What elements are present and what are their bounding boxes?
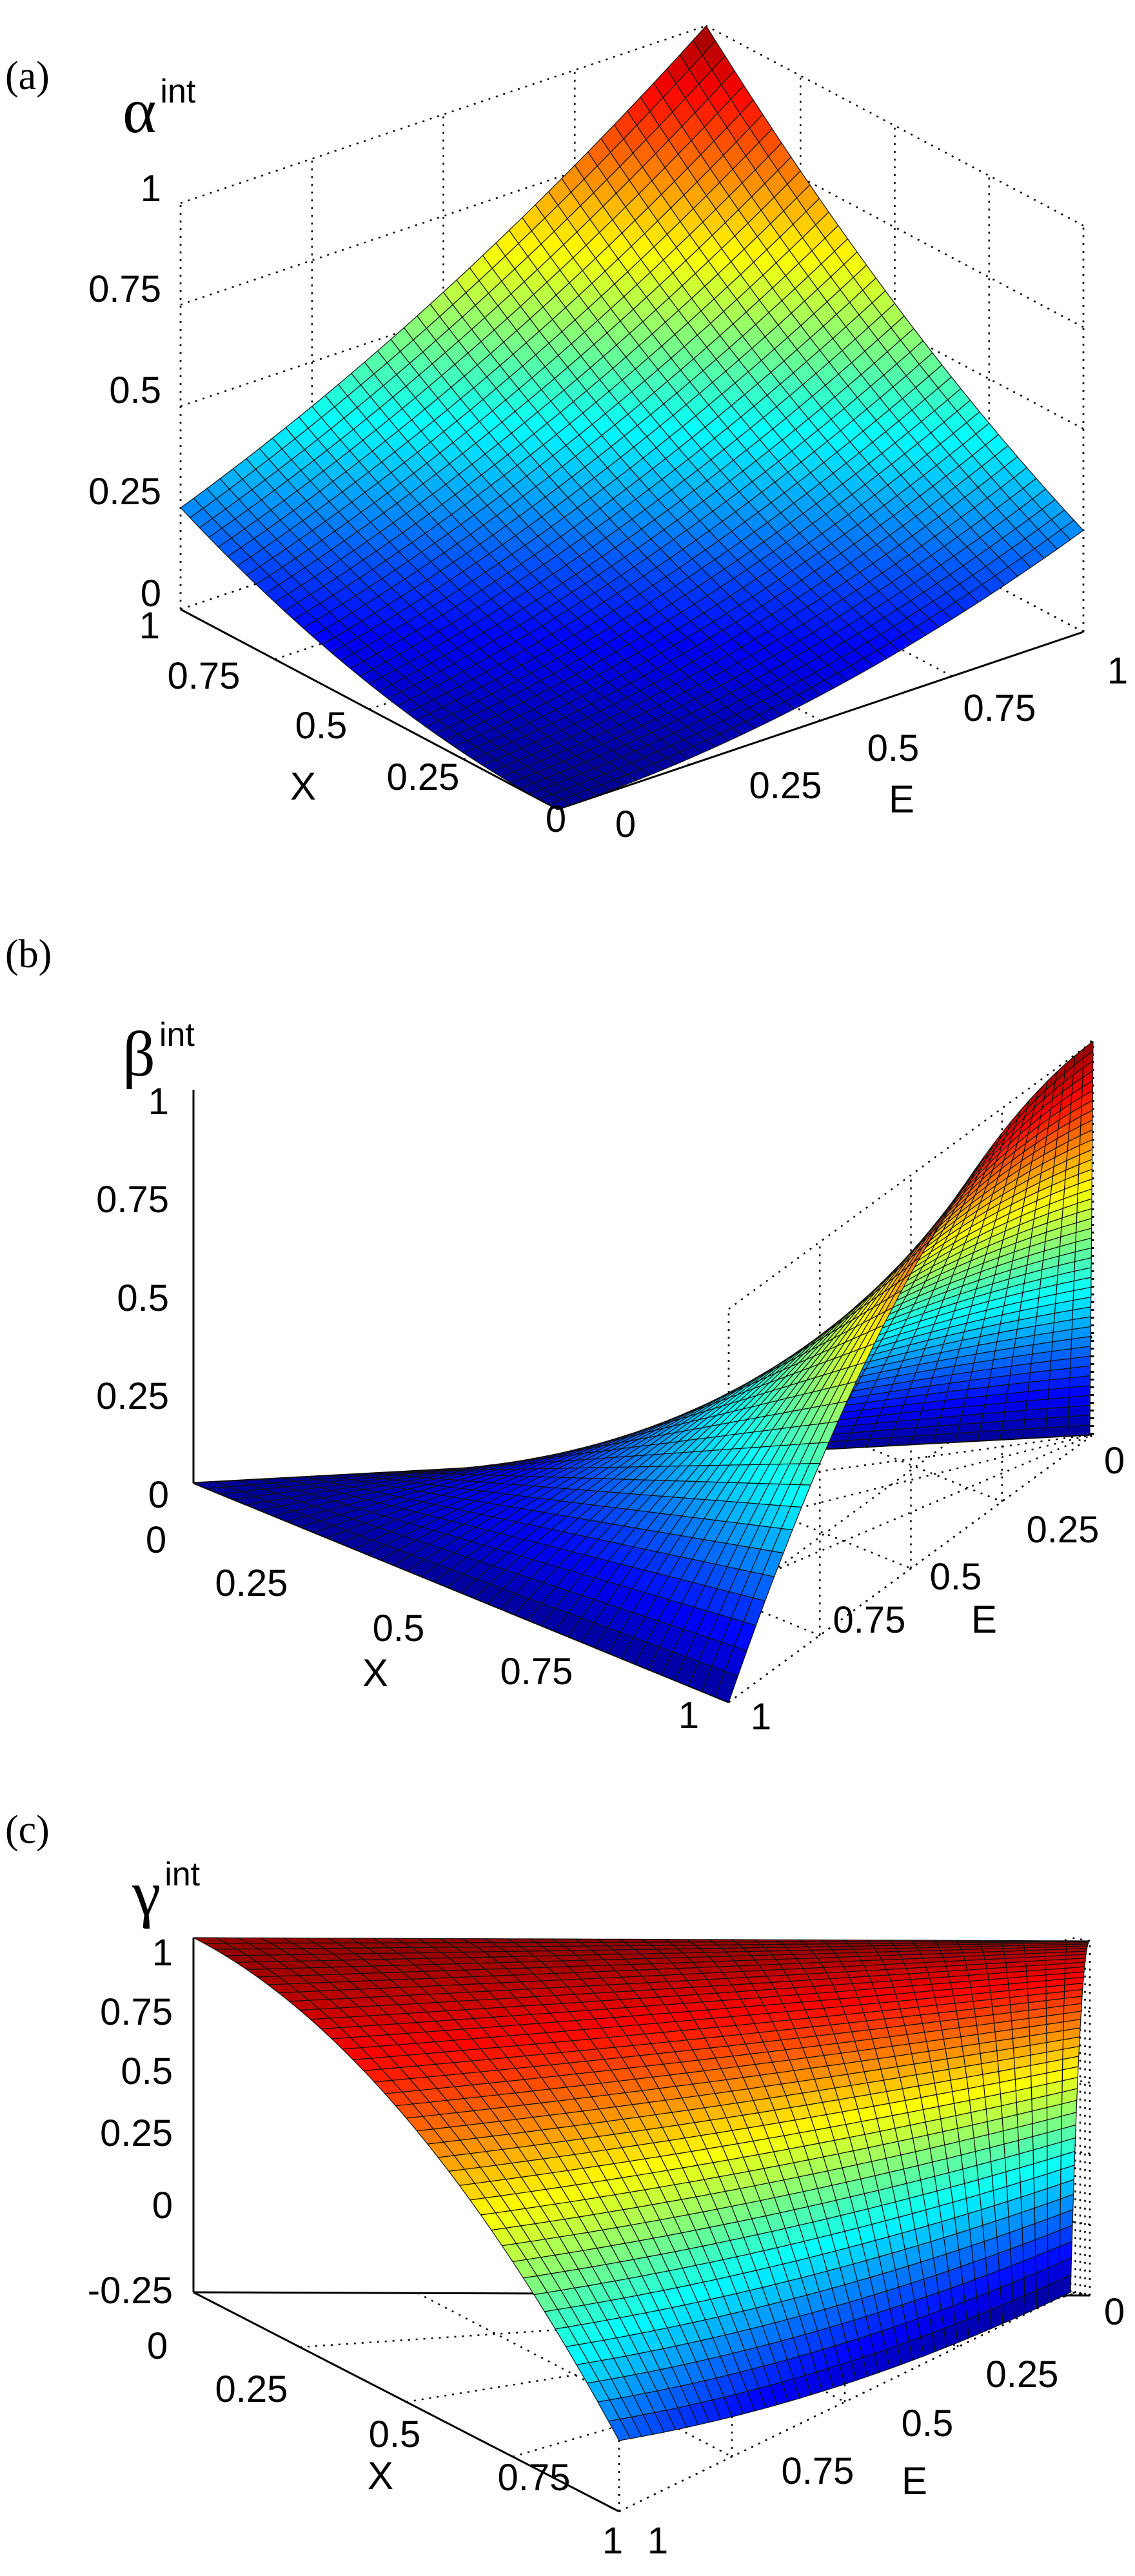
panel-c: (c) γ int -0.25 0 0.25 0.5 0.75 1 0 0.25 … — [5, 1808, 1125, 2562]
panel-a-surface — [180, 25, 1084, 810]
panel-b-z-tick: 0.5 — [117, 1277, 169, 1319]
panel-a-z-axis-superscript: int — [160, 73, 195, 110]
surface-patch — [1067, 1424, 1091, 1437]
panel-b-z-axis-label: β int — [123, 1016, 195, 1090]
gridline — [728, 1433, 1094, 1704]
panel-c-z-tick: 0 — [152, 2185, 173, 2227]
panel-b-surface — [193, 1041, 1094, 1703]
panel-a-y-axis-label: E — [889, 778, 914, 821]
panel-a: (a) α int 0 0.25 0.5 0.75 1 0 0.25 0.5 0.… — [5, 25, 1128, 845]
panel-a-x-tick: 0.75 — [168, 655, 241, 697]
panel-c-y-tick: 0 — [1104, 2291, 1125, 2333]
panel-c-y-tick: 0.5 — [902, 2403, 954, 2444]
panel-c-z-tick: 1 — [152, 1932, 173, 1974]
gridline — [706, 126, 1084, 328]
gridline — [706, 25, 1084, 227]
panel-b-x-tick: 0.5 — [373, 1608, 425, 1649]
panel-a-label: (a) — [5, 54, 50, 98]
surface-patch — [1022, 1427, 1047, 1439]
surface-patch — [1044, 1426, 1069, 1438]
panel-b-z-axis-superscript: int — [159, 1016, 195, 1054]
panel-c-z-axis-symbol: γ — [132, 1858, 161, 1929]
gridline — [706, 228, 1084, 430]
panel-a-z-tick: 1 — [141, 168, 161, 210]
panel-a-y-tick: 1 — [1107, 650, 1128, 692]
panel-a-y-tick: 0.75 — [963, 687, 1036, 729]
panel-c-x-tick: 1 — [602, 2520, 623, 2562]
gridline — [1070, 1936, 1091, 1942]
gridline — [728, 1040, 1094, 1310]
panel-a-z-tick: 0.5 — [109, 369, 161, 411]
panel-c-z-axis-label: γ int — [132, 1856, 201, 1929]
panel-b-y-tick: 0.25 — [1027, 1509, 1100, 1551]
panel-a-z-axis-symbol: α — [123, 75, 156, 146]
panel-a-z-tick: 0.75 — [88, 268, 161, 310]
panel-c-x-tick: 0 — [147, 2325, 168, 2367]
panel-c-x-axis-label: X — [368, 2454, 393, 2497]
surface-patch — [548, 799, 572, 810]
panel-c-label: (c) — [5, 1808, 50, 1852]
gridline — [728, 1335, 1094, 1605]
panel-c-y-tick: 0.25 — [986, 2354, 1059, 2395]
panel-a-z-tick: 0.25 — [88, 471, 161, 513]
panel-c-y-tick: 0.75 — [782, 2450, 854, 2492]
panel-b-z-tick: 0.25 — [96, 1375, 169, 1417]
surface-patch — [1067, 1414, 1091, 1427]
panel-c-z-tick: 0.5 — [121, 2050, 173, 2092]
gridline — [706, 431, 1084, 633]
panel-a-x-axis-label: X — [290, 765, 316, 808]
panel-a-x-tick: 0.25 — [387, 756, 460, 798]
panel-b-z-tick: 0.75 — [96, 1179, 169, 1221]
panel-b-y-tick: 1 — [751, 1696, 771, 1738]
panel-b-y-tick: 0.75 — [833, 1599, 906, 1641]
panel-b-x-axis-label: X — [362, 1651, 388, 1695]
panel-a-z-axis-label: α int — [123, 73, 196, 146]
panel-b-x-tick: 0 — [146, 1519, 166, 1561]
panel-b-z-tick: 0 — [148, 1474, 169, 1516]
panel-a-x-tick: 0.5 — [295, 705, 348, 747]
panel-c-y-axis-label: E — [902, 2459, 927, 2502]
panel-b-x-tick: 1 — [678, 1695, 699, 1736]
panel-b-label: (b) — [5, 932, 52, 976]
panel-a-y-tick: 0 — [615, 803, 636, 845]
panel-c-z-axis-superscript: int — [164, 1856, 200, 1893]
surface-patch — [954, 2319, 970, 2343]
panel-c-x-tick: 0.75 — [498, 2457, 571, 2499]
panel-a-y-tick: 0.5 — [867, 727, 920, 769]
axis-edge — [180, 608, 558, 811]
panel-c-z-tick: 0.25 — [100, 2112, 173, 2154]
gridline — [865, 1446, 1003, 1502]
panel-c-x-tick: 0.5 — [369, 2414, 421, 2455]
panel-a-y-tick: 0.25 — [749, 765, 822, 807]
panel-c-y-tick: 1 — [647, 2520, 668, 2562]
panel-a-tick-labels: 0 0.25 0.5 0.75 1 0 0.25 0.5 0.75 1 0 0.… — [88, 168, 1128, 845]
panel-b-y-tick: 0 — [1104, 1440, 1125, 1482]
panel-a-x-tick: 1 — [139, 605, 160, 647]
panel-b-y-tick: 0.5 — [930, 1556, 982, 1598]
axis-edge — [557, 631, 1084, 811]
panel-c-z-tick: 0.75 — [100, 1991, 173, 2033]
panel-b: (b) β int 0 0.25 0.5 0.75 1 0 0.25 0.5 0.… — [5, 932, 1125, 1738]
panel-c-surface — [193, 1937, 1091, 2441]
panel-c-x-tick: 0.25 — [215, 2368, 288, 2410]
surface-patch — [966, 2314, 981, 2339]
panel-b-x-tick: 0.25 — [215, 1562, 288, 1604]
panel-a-x-tick: 0 — [546, 798, 566, 840]
panel-b-x-tick: 0.75 — [500, 1651, 573, 1693]
panel-b-z-axis-symbol: β — [123, 1018, 155, 1090]
panel-a-z-tick: 0 — [141, 573, 161, 615]
panel-c-z-tick: -0.25 — [88, 2270, 173, 2312]
panel-b-z-tick: 1 — [148, 1081, 169, 1123]
panel-b-y-axis-label: E — [971, 1598, 997, 1641]
